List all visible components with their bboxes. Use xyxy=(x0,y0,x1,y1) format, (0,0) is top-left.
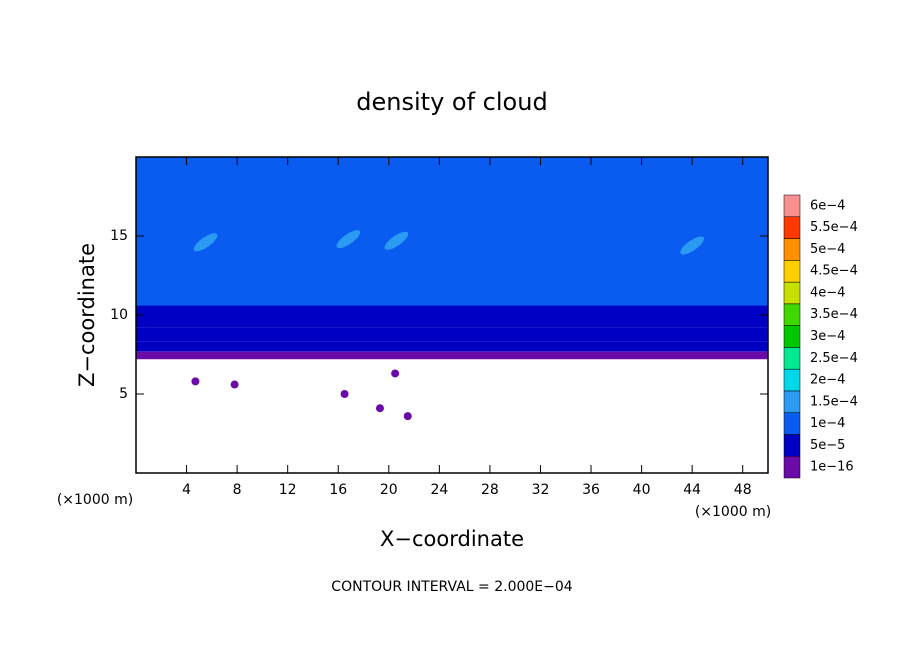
footnote: CONTOUR INTERVAL = 2.000E−04 xyxy=(331,579,572,595)
colorbar-label: 6e−4 xyxy=(810,198,845,213)
colorbar-label: 2.5e−4 xyxy=(810,351,858,366)
contour-band xyxy=(136,305,768,328)
contour-band xyxy=(136,341,768,352)
colorbar-label: 1e−16 xyxy=(810,460,854,475)
x-tick-label: 48 xyxy=(734,482,752,498)
x-tick-label: 36 xyxy=(582,482,600,498)
colorbar-swatch xyxy=(783,347,801,370)
colorbar-label: 4.5e−4 xyxy=(810,264,858,279)
colorbar-label: 5e−5 xyxy=(810,438,845,453)
contour-patch xyxy=(191,377,200,386)
colorbar-swatch xyxy=(783,390,801,413)
contour-patch xyxy=(230,380,239,389)
y-tick-label: 10 xyxy=(110,307,128,323)
colorbar-swatch xyxy=(783,368,801,392)
y-tick-label: 15 xyxy=(110,228,128,244)
x-tick-label: 12 xyxy=(279,482,297,498)
x-tick-label: 28 xyxy=(481,482,499,498)
x-tick-label: 40 xyxy=(633,482,651,498)
x-tick-label: 24 xyxy=(430,482,448,498)
colorbar-swatch xyxy=(783,260,801,283)
contour-band xyxy=(136,157,768,306)
chart-title: density of cloud xyxy=(356,88,547,116)
contour-patch xyxy=(403,412,412,421)
colorbar-label: 3.5e−4 xyxy=(810,307,858,322)
colorbar-swatch xyxy=(783,455,801,479)
x-tick-label: 32 xyxy=(532,482,550,498)
colorbar-swatch xyxy=(783,303,801,326)
colorbar-swatch xyxy=(783,194,801,218)
x-tick-label: 20 xyxy=(380,482,398,498)
y-unit-label: (×1000 m) xyxy=(57,492,133,508)
x-axis-label: X−coordinate xyxy=(380,527,524,551)
contour-band xyxy=(136,351,768,360)
contour-patch xyxy=(384,231,409,250)
colorbar-label: 2e−4 xyxy=(810,373,845,388)
x-unit-label: (×1000 m) xyxy=(695,504,771,520)
y-axis-label: Z−coordinate xyxy=(75,243,99,387)
contour-patch xyxy=(680,236,704,255)
x-tick-label: 16 xyxy=(329,482,347,498)
x-tick-label: 8 xyxy=(233,482,242,498)
contour-patch xyxy=(340,390,349,398)
contour-patch xyxy=(375,404,384,413)
contour-band xyxy=(136,327,768,342)
contour-patch xyxy=(336,230,361,249)
colorbar-swatch xyxy=(783,434,801,457)
colorbar-swatch xyxy=(783,238,801,261)
contour-patch xyxy=(391,369,400,378)
x-tick-label: 4 xyxy=(182,482,191,498)
contour-patch xyxy=(193,233,218,252)
colorbar-swatch xyxy=(783,216,801,239)
colorbar-label: 1e−4 xyxy=(810,416,845,431)
colorbar-swatch xyxy=(783,412,801,435)
colorbar-swatch xyxy=(783,281,801,305)
colorbar-label: 5e−4 xyxy=(810,242,845,257)
colorbar-swatch xyxy=(783,325,801,348)
colorbar-label: 3e−4 xyxy=(810,329,845,344)
colorbar-label: 4e−4 xyxy=(810,285,845,300)
y-tick-label: 5 xyxy=(119,386,128,402)
colorbar-label: 1.5e−4 xyxy=(810,394,858,409)
x-tick-label: 44 xyxy=(683,482,701,498)
colorbar-label: 5.5e−4 xyxy=(810,220,858,235)
